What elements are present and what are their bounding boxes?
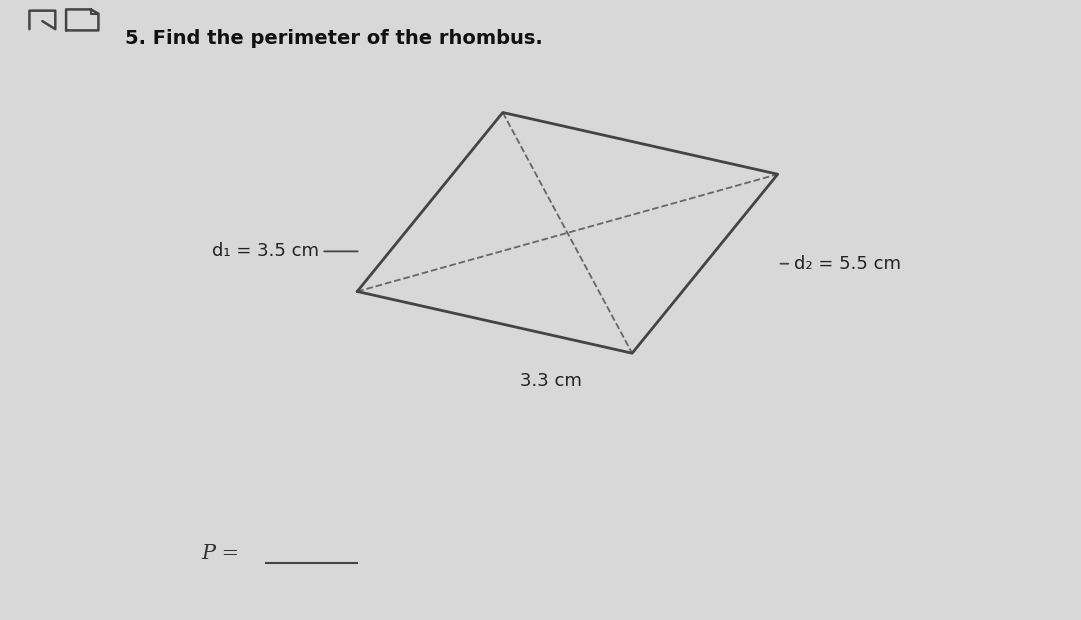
Text: 5. Find the perimeter of the rhombus.: 5. Find the perimeter of the rhombus.: [125, 29, 543, 48]
Text: d₁ = 3.5 cm: d₁ = 3.5 cm: [212, 242, 358, 260]
Text: 3.3 cm: 3.3 cm: [520, 372, 583, 390]
Text: d₂ = 5.5 cm: d₂ = 5.5 cm: [780, 255, 900, 273]
Text: P =: P =: [201, 544, 239, 564]
